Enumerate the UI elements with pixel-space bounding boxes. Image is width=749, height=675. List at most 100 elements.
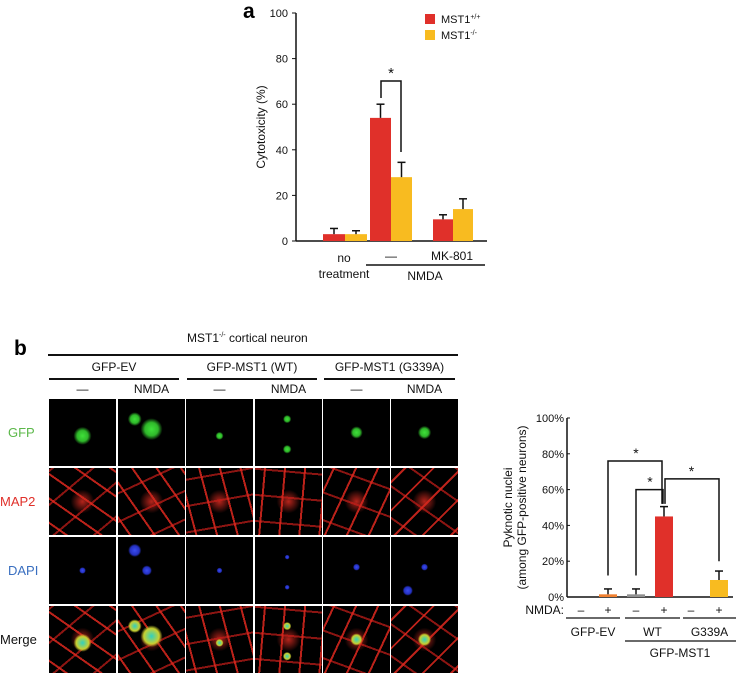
row-label-gfp: GFP	[8, 425, 35, 440]
group-divider	[187, 378, 317, 380]
bar	[710, 579, 728, 597]
micrograph-gfp	[391, 399, 458, 466]
micrograph-map2	[391, 468, 458, 535]
row-label-dapi: DAPI	[8, 563, 39, 578]
y-tick-label: 80%	[542, 449, 564, 461]
bar	[627, 594, 645, 597]
nmda-row-label: NMDA:	[525, 603, 564, 617]
nmda-sign: +	[660, 603, 667, 617]
super-group-label: GFP-MST1	[650, 646, 711, 660]
y-tick-label: 0%	[548, 592, 564, 604]
micrograph-dapi	[118, 537, 185, 604]
group-header: GFP-MST1 (WT)	[206, 360, 298, 374]
x-label-treatment: treatment	[319, 267, 370, 281]
panel-a-label: a	[243, 0, 255, 23]
y-tick-label: 100	[270, 8, 288, 20]
micrograph-gfp	[49, 399, 116, 466]
bar-MST1+/+	[370, 117, 391, 241]
y-tick-label: 40%	[542, 520, 564, 532]
bar-MST1-/-	[391, 177, 412, 241]
panel-b-label: b	[14, 337, 27, 360]
significance-bracket	[380, 80, 402, 152]
micrograph-gfp	[118, 399, 185, 466]
panel-b-title: MST1-/- cortical neuron	[187, 331, 308, 345]
micrograph-merge	[255, 606, 322, 673]
condition-header: NMDA	[270, 382, 307, 396]
row-label-map2: MAP2	[0, 494, 36, 509]
micrograph-map2	[118, 468, 185, 535]
title-divider	[48, 354, 458, 356]
micrograph-merge	[186, 606, 253, 673]
chart-pyknotic-nuclei: 0% 20% 40% 60% 80% 100% Pyknotic nuclei (among …	[501, 413, 736, 660]
micrograph-merge	[49, 606, 116, 673]
y-tick-label: 80	[276, 54, 288, 66]
nmda-sign: +	[604, 603, 611, 617]
y-axis-label: Cytotoxicity (%)	[254, 85, 268, 168]
bar-MST1-/-	[345, 234, 367, 241]
y-tick-label: 60%	[542, 485, 564, 497]
significance-bracket	[635, 488, 664, 576]
y-tick-label: 40	[276, 145, 288, 157]
x-label-nmda-only: —	[385, 249, 397, 263]
micrograph-gfp	[255, 399, 322, 466]
group-label: GFP-EV	[571, 625, 616, 639]
chart-cytotoxicity: 0 20 40 60 80 100 Cytotoxicity (%) * MST1+/+ MST1…	[254, 8, 487, 283]
micrograph-merge	[118, 606, 185, 673]
micrograph-dapi	[391, 537, 458, 604]
y-tick-label: 20%	[542, 556, 564, 568]
bar	[599, 594, 617, 597]
micrograph-gfp	[186, 399, 253, 466]
bar-MST1+/+	[433, 219, 453, 241]
group-divider	[324, 378, 455, 380]
micrograph-map2	[49, 468, 116, 535]
y-tick-label: 20	[276, 190, 288, 202]
group-label: G339A	[691, 625, 728, 639]
significance-star: *	[388, 65, 394, 82]
condition-header: —	[76, 382, 89, 396]
y-axis-label: Pyknotic nuclei	[501, 467, 515, 547]
group-divider	[49, 378, 179, 380]
nmda-sign: –	[633, 603, 640, 617]
nmda-sign: –	[578, 603, 585, 617]
micrograph-merge	[323, 606, 390, 673]
micrograph-map2	[186, 468, 253, 535]
nmda-sign: –	[688, 603, 695, 617]
legend-swatch	[425, 30, 435, 40]
condition-header: NMDA	[406, 382, 443, 396]
x-label-mk801: MK-801	[431, 249, 473, 263]
micrograph-merge	[391, 606, 458, 673]
micrograph-dapi	[186, 537, 253, 604]
y-tick-label: 100%	[536, 413, 564, 425]
micrograph-map2	[323, 468, 390, 535]
nmda-sign: +	[715, 603, 722, 617]
significance-star: *	[633, 445, 639, 461]
micrograph-dapi	[49, 537, 116, 604]
bar-MST1-/-	[453, 209, 473, 241]
y-tick-label: 60	[276, 99, 288, 111]
condition-header: —	[213, 382, 226, 396]
legend-swatch	[425, 14, 435, 24]
group-label: WT	[643, 625, 662, 639]
legend-label: MST1-/-	[441, 30, 478, 42]
condition-header: —	[350, 382, 363, 396]
y-tick-label: 0	[282, 236, 288, 248]
significance-bracket	[664, 478, 720, 562]
micrograph-dapi	[255, 537, 322, 604]
micrograph-map2	[255, 468, 322, 535]
y-axis-label-2: (among GFP-positive neurons)	[515, 425, 529, 589]
row-label-merge: Merge	[0, 632, 37, 647]
legend-label: MST1+/+	[441, 14, 480, 26]
group-header: GFP-MST1 (G339A)	[334, 360, 445, 374]
significance-star: *	[689, 463, 695, 479]
significance-star: *	[647, 474, 653, 490]
group-label-nmda: NMDA	[407, 269, 442, 283]
micrograph-gfp	[323, 399, 390, 466]
micrograph-dapi	[323, 537, 390, 604]
significance-bracket	[607, 460, 663, 576]
bar-MST1+/+	[323, 234, 345, 241]
x-label-no: no	[337, 251, 351, 265]
condition-header: NMDA	[133, 382, 170, 396]
group-header: GFP-EV	[91, 360, 137, 374]
bar	[655, 516, 673, 597]
